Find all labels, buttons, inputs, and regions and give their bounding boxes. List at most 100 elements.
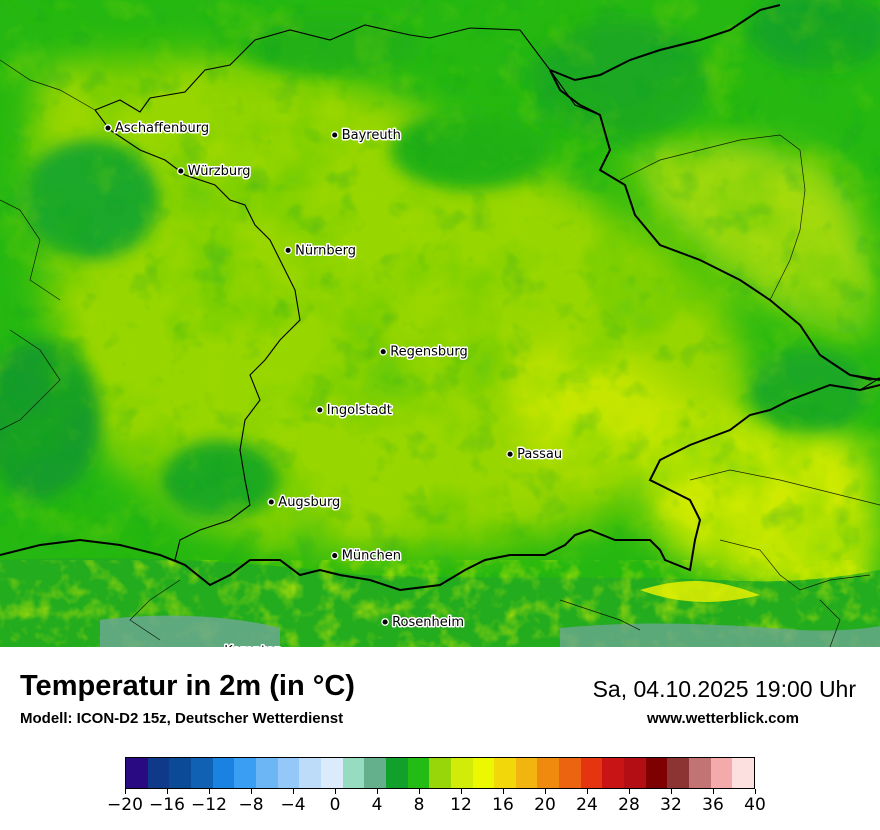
- legend-tick-label: −20: [107, 795, 143, 815]
- legend-tick: [418, 789, 420, 794]
- city-bayreuth: Bayreuth: [330, 127, 402, 145]
- color-legend: [125, 757, 755, 789]
- city-dot: [330, 131, 339, 139]
- legend-tick: [586, 789, 588, 794]
- legend-swatch: [320, 758, 343, 788]
- legend-tick: [250, 789, 252, 794]
- legend-tick-label: 32: [660, 795, 682, 815]
- city-label: Bayreuth: [342, 128, 401, 143]
- city-label: Ingolstadt: [327, 403, 392, 418]
- legend-tick-label: 4: [371, 795, 383, 815]
- legend-swatch: [169, 758, 191, 788]
- city-dot: [506, 450, 514, 459]
- legend-swatch: [385, 758, 408, 788]
- city-dot: [381, 618, 389, 626]
- city-passau: Passau: [506, 446, 564, 464]
- city-label: Würzburg: [188, 164, 251, 179]
- legend-tick-label: 20: [534, 795, 556, 815]
- legend-tick-label: 16: [492, 795, 514, 815]
- city-kempten: Kempten: [223, 643, 284, 647]
- legend-swatch: [602, 758, 625, 788]
- city-label: Rosenheim: [392, 615, 464, 630]
- city-dot: [330, 551, 339, 560]
- legend-tick: [754, 789, 756, 794]
- city-label: Passau: [517, 447, 562, 462]
- city-ingolstadt: Ingolstadt: [315, 401, 393, 419]
- legend-swatch: [559, 758, 581, 788]
- legend-tick-label: −12: [191, 795, 227, 815]
- legend-tick-label: 36: [702, 795, 724, 815]
- legend-tick-label: 8: [413, 795, 425, 815]
- city-label: Regensburg: [390, 345, 468, 360]
- legend-swatch: [126, 758, 148, 788]
- region-borders: [0, 59, 880, 647]
- legend-swatch: [234, 758, 256, 788]
- city-label: Kempten: [224, 644, 282, 647]
- city-aschaffenburg: Aschaffenburg: [104, 120, 211, 138]
- city-nürnberg: Nürnberg: [284, 242, 358, 260]
- city-label: Nürnberg: [295, 243, 356, 258]
- city-würzburg: Würzburg: [176, 163, 252, 181]
- legend-tick-label: −8: [238, 795, 264, 815]
- legend-swatch: [429, 758, 451, 788]
- legend-tick: [334, 789, 336, 794]
- alps-band: [0, 558, 880, 647]
- legend-tick: [712, 789, 714, 794]
- legend-swatch: [212, 758, 235, 788]
- city-markers: Aschaffenburg Würzburg Bayreuth Nürnberg Reg…: [104, 120, 564, 647]
- legend-tick-label: −16: [149, 795, 185, 815]
- legend-swatch: [147, 758, 170, 788]
- legend-tick-label: −4: [280, 795, 306, 815]
- legend-ticks: −20 −16 −12 −8 −4 0 4 8 12 16 20 24 28 32 36 40: [107, 789, 766, 829]
- legend-swatch: [255, 758, 278, 788]
- legend-tick: [124, 789, 126, 794]
- website-link[interactable]: www.wetterblick.com: [647, 710, 799, 727]
- legend-swatch: [364, 758, 386, 788]
- legend-tick-label: 40: [744, 795, 766, 815]
- city-rosenheim: Rosenheim: [381, 614, 466, 632]
- legend-tick: [544, 789, 546, 794]
- legend-swatch: [710, 758, 733, 788]
- forecast-datetime: Sa, 04.10.2025 19:00 Uhr: [592, 676, 856, 702]
- legend-tick-label: 12: [450, 795, 472, 815]
- legend-swatch: [277, 758, 300, 788]
- legend-swatch: [732, 758, 755, 788]
- legend-tick: [460, 789, 462, 794]
- model-info: Modell: ICON-D2 15z, Deutscher Wetterdie…: [20, 710, 344, 727]
- legend-swatch: [472, 758, 495, 788]
- city-label: Augsburg: [278, 495, 340, 510]
- legend-swatch: [537, 758, 560, 788]
- legend-tick-label: 28: [618, 795, 640, 815]
- legend-swatch: [190, 758, 213, 788]
- city-dot: [176, 167, 185, 175]
- legend-swatch: [494, 758, 516, 788]
- temperature-map: Aschaffenburg Würzburg Bayreuth Nürnberg Reg…: [0, 0, 880, 647]
- legend-tick: [502, 789, 504, 794]
- city-label: Aschaffenburg: [115, 121, 209, 136]
- city-dot: [379, 347, 388, 356]
- city-münchen: München: [330, 547, 403, 565]
- legend-tick: [166, 789, 168, 794]
- borders: [0, 4, 880, 647]
- legend-swatch: [667, 758, 690, 788]
- temperature-field: [0, 0, 880, 647]
- city-dot: [104, 124, 112, 132]
- city-dot: [315, 406, 324, 414]
- legend-tick: [670, 789, 672, 794]
- legend-tick: [208, 789, 210, 794]
- city-dot: [284, 246, 292, 255]
- legend-tick: [628, 789, 630, 794]
- city-augsburg: Augsburg: [267, 494, 342, 512]
- legend-tick: [376, 789, 378, 794]
- legend-swatch: [299, 758, 321, 788]
- national-border: [0, 4, 880, 592]
- legend-swatch: [342, 758, 365, 788]
- city-regensburg: Regensburg: [379, 343, 469, 361]
- legend-swatch: [580, 758, 603, 788]
- city-dot: [267, 498, 276, 506]
- legend-swatch: [624, 758, 646, 788]
- legend-swatch: [645, 758, 668, 788]
- legend-tick-label: 0: [329, 795, 341, 815]
- legend-tick-label: 24: [576, 795, 598, 815]
- legend-tick: [292, 789, 294, 794]
